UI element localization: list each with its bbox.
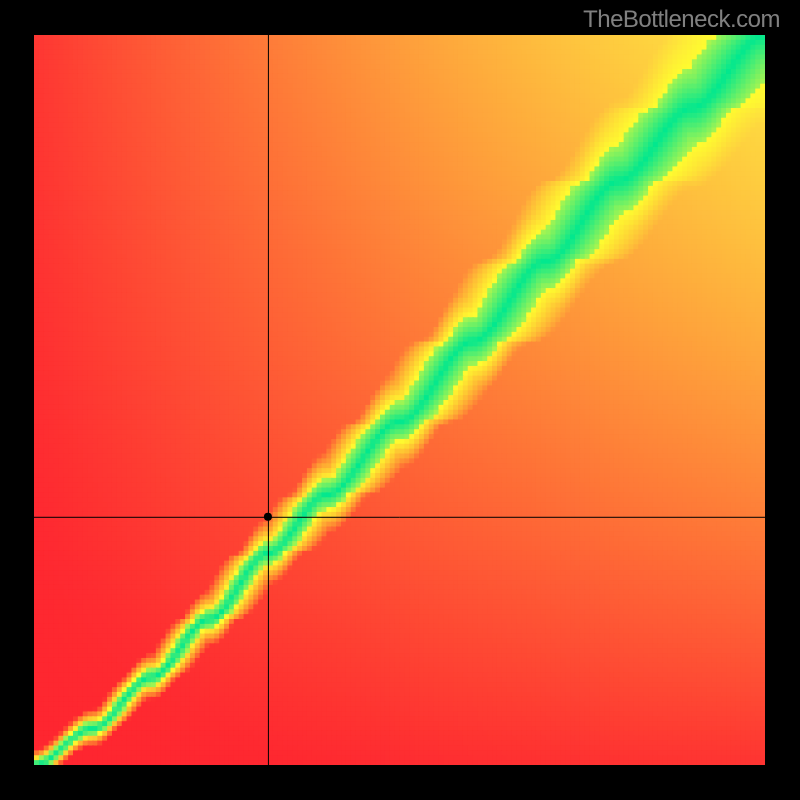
chart-container: TheBottleneck.com (0, 0, 800, 800)
watermark-text: TheBottleneck.com (583, 6, 780, 34)
bottleneck-heatmap (34, 35, 765, 765)
